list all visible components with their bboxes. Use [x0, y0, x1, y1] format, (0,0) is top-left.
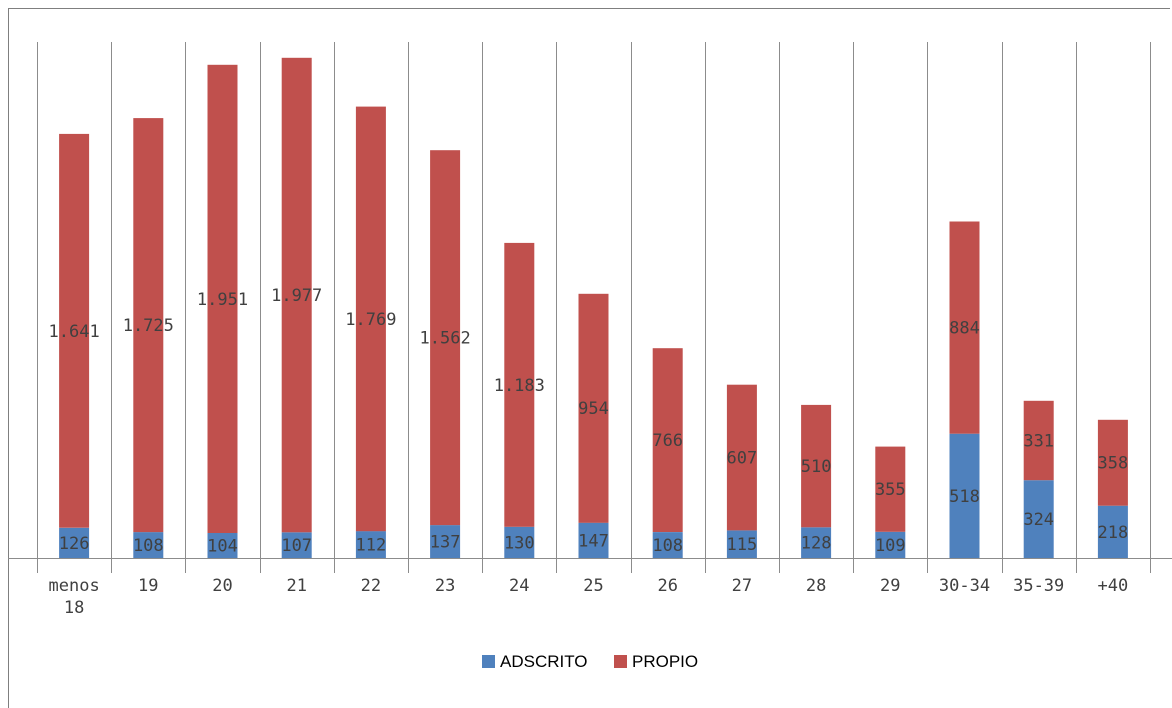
- bar-propio: [949, 221, 980, 434]
- bar-adscrito: [726, 530, 757, 558]
- legend: ADSCRITO PROPIO: [482, 652, 698, 671]
- bar-adscrito: [281, 532, 312, 558]
- category-label: 18: [64, 598, 84, 618]
- category-label: +40: [1098, 576, 1129, 596]
- data-label-propio: 766: [652, 431, 683, 451]
- bar-adscrito: [801, 527, 832, 558]
- bar-adscrito: [875, 531, 906, 558]
- bars: [59, 57, 1128, 558]
- legend-swatch-adscrito: [482, 655, 495, 668]
- bar-propio: [504, 242, 535, 527]
- category-label: 22: [361, 576, 381, 596]
- bar-propio: [726, 384, 757, 531]
- category-label: 20: [212, 576, 232, 596]
- data-label-adscrito: 108: [133, 536, 164, 556]
- bar-adscrito: [59, 527, 90, 558]
- data-label-adscrito: 126: [59, 534, 90, 554]
- legend-swatch-propio: [614, 655, 627, 668]
- bar-adscrito: [430, 525, 461, 558]
- bar-propio: [355, 106, 386, 532]
- bar-adscrito: [578, 522, 609, 558]
- data-label-adscrito: 112: [356, 536, 387, 556]
- bar-adscrito: [1097, 505, 1128, 558]
- bar-adscrito: [1023, 480, 1054, 558]
- data-label-adscrito: 128: [801, 534, 832, 554]
- category-label: 23: [435, 576, 455, 596]
- data-label-propio: 510: [801, 457, 832, 477]
- data-label-adscrito: 137: [430, 533, 461, 553]
- data-label-propio: 1.769: [345, 310, 396, 330]
- bar-adscrito: [133, 532, 164, 558]
- data-label-adscrito: 218: [1098, 523, 1129, 543]
- category-label: 24: [509, 576, 529, 596]
- bar-propio: [430, 150, 461, 526]
- data-label-adscrito: 324: [1023, 510, 1054, 530]
- data-label-propio: 1.951: [197, 290, 248, 310]
- category-label: 25: [583, 576, 603, 596]
- data-label-adscrito: 109: [875, 536, 906, 556]
- data-label-propio: 1.562: [420, 329, 471, 349]
- bar-propio: [133, 118, 164, 533]
- category-label: 35-39: [1013, 576, 1064, 596]
- bar-adscrito: [504, 526, 535, 558]
- bar-propio: [1023, 400, 1054, 481]
- category-label: 28: [806, 576, 826, 596]
- bar-adscrito: [949, 433, 980, 558]
- data-label-propio: 331: [1023, 432, 1054, 452]
- bar-propio: [652, 348, 683, 532]
- data-label-adscrito: 130: [504, 533, 535, 553]
- category-label: 27: [732, 576, 752, 596]
- data-labels: 126 1.641 108 1.725 104 1.951 107 1.977 112 1.769…: [49, 286, 1129, 556]
- data-label-propio: 1.977: [271, 286, 322, 306]
- bar-propio: [875, 446, 906, 532]
- data-label-adscrito: 518: [949, 487, 980, 507]
- category-label: 19: [138, 576, 158, 596]
- bar-propio: [801, 404, 832, 528]
- data-label-propio: 355: [875, 480, 906, 500]
- data-label-propio: 884: [949, 319, 980, 339]
- chart-frame: [8, 8, 1170, 708]
- category-label: 29: [880, 576, 900, 596]
- data-label-propio: 358: [1098, 454, 1129, 474]
- data-label-propio: 1.725: [123, 316, 174, 336]
- data-label-adscrito: 115: [727, 535, 758, 555]
- data-label-adscrito: 108: [652, 536, 683, 556]
- legend-label-adscrito: ADSCRITO: [500, 652, 588, 671]
- data-label-adscrito: 107: [281, 536, 312, 556]
- category-label: 26: [657, 576, 677, 596]
- bar-adscrito: [207, 533, 238, 558]
- bar-propio: [59, 133, 90, 528]
- data-label-propio: 1.641: [49, 322, 100, 342]
- data-label-adscrito: 147: [578, 531, 609, 551]
- data-label-propio: 954: [578, 399, 609, 419]
- data-label-propio: 1.183: [494, 376, 545, 396]
- category-label: 21: [286, 576, 306, 596]
- bar-propio: [578, 293, 609, 523]
- bar-adscrito: [652, 532, 683, 558]
- category-label: 30-34: [939, 576, 990, 596]
- bar-adscrito: [355, 531, 386, 558]
- data-label-adscrito: 104: [207, 537, 238, 557]
- category-label: menos: [49, 576, 100, 596]
- gridlines: [37, 42, 1151, 573]
- legend-label-propio: PROPIO: [632, 652, 698, 671]
- bar-propio: [1097, 419, 1128, 506]
- bar-propio: [281, 57, 312, 533]
- data-label-propio: 607: [727, 449, 758, 469]
- bar-propio: [207, 64, 238, 534]
